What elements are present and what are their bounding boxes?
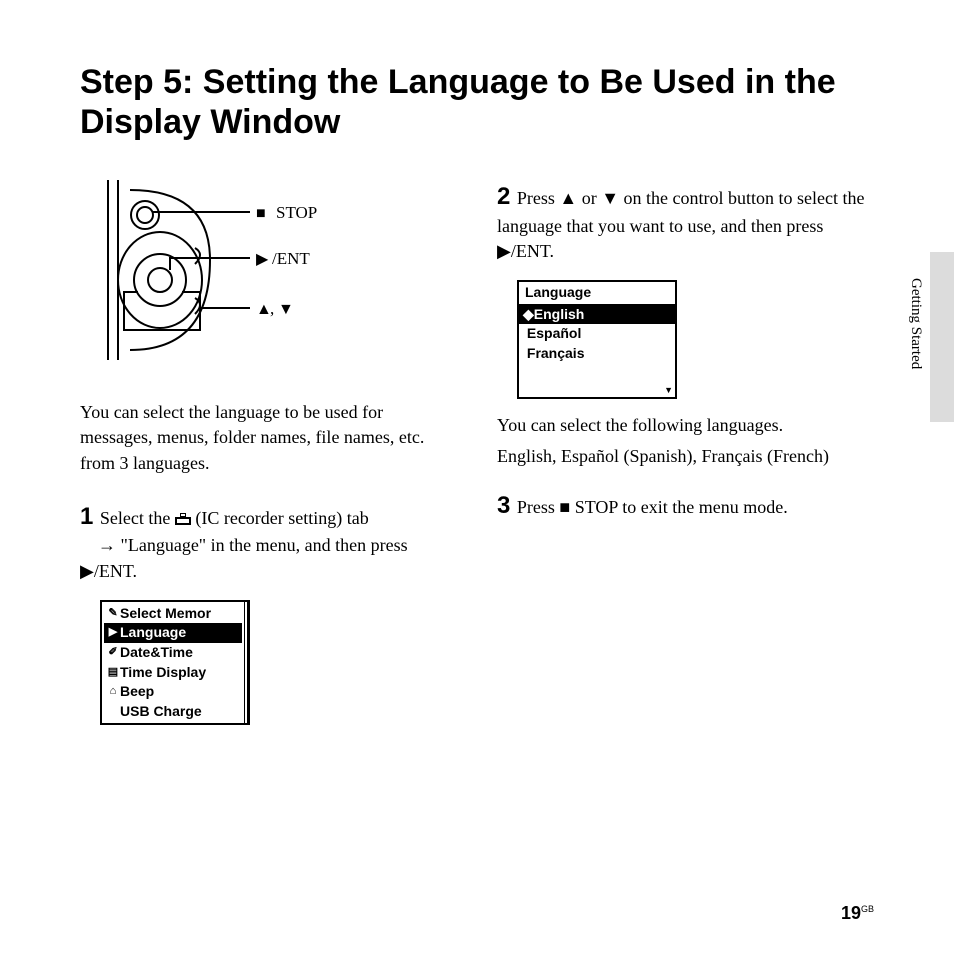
step-1-number: 1 (80, 503, 93, 530)
left-column: ■ STOP ▶ /ENT ▲ , ▼ You can select the l… (80, 180, 457, 739)
diagram-label-stop: STOP (276, 203, 317, 222)
menu-item-icon: ▶ (106, 625, 120, 640)
menu-item: ✐Date&Time (104, 643, 242, 663)
side-tab (930, 252, 954, 422)
page-number-value: 19 (841, 903, 861, 923)
lang-note-a: You can select the following languages. (497, 413, 874, 438)
language-option: Français (519, 344, 675, 364)
scroll-up-icon: ▲ (664, 305, 673, 318)
toolbox-icon (175, 508, 196, 528)
diagram-label-ent: /ENT (272, 249, 310, 268)
up-icon: ▲ (559, 188, 577, 208)
step-3: 3 Press ■ STOP to exit the menu mode. (497, 489, 874, 523)
manual-page: Step 5: Setting the Language to Be Used … (0, 0, 954, 954)
step-2-ent: /ENT. (511, 241, 554, 261)
menu-item: USB Charge (104, 702, 242, 722)
scroll-down-icon: ▼ (664, 384, 673, 397)
page-region: GB (861, 904, 874, 914)
step-3-text-a: Press (517, 497, 560, 517)
page-number: 19GB (841, 903, 874, 924)
right-column: 2 Press ▲ or ▼ on the control button to … (497, 180, 874, 739)
device-diagram: ■ STOP ▶ /ENT ▲ , ▼ (100, 180, 457, 360)
menu-item-label: Beep (120, 682, 154, 702)
menu-item-label: Time Display (120, 663, 206, 683)
menu-screen-1: ✎Select Memor▶Language✐Date&Time▤Time Di… (100, 600, 250, 726)
menu-item-label: USB Charge (120, 702, 202, 722)
menu-item-label: Select Memor (120, 604, 211, 624)
step-2-text-b: or (577, 188, 601, 208)
lang-note-b: English, Español (Spanish), Français (Fr… (497, 444, 874, 469)
section-label: Getting Started (907, 278, 924, 369)
menu-item-label: Date&Time (120, 643, 193, 663)
svg-text:▶: ▶ (256, 251, 269, 268)
menu-item-icon: ✎ (106, 606, 120, 621)
down-icon: ▼ (601, 188, 619, 208)
menu-item-label: Language (120, 623, 186, 643)
play-icon: ▶ (80, 561, 94, 581)
page-title: Step 5: Setting the Language to Be Used … (80, 62, 874, 142)
intro-text: You can select the language to be used f… (80, 400, 457, 476)
step-2-text-a: Press (517, 188, 560, 208)
language-option: Español (519, 324, 675, 344)
play-icon-2: ▶ (497, 241, 511, 261)
svg-text:▼: ▼ (278, 301, 294, 318)
menu-item-icon: ⌂ (106, 684, 120, 699)
menu-item: ▤Time Display (104, 663, 242, 683)
content-columns: ■ STOP ▶ /ENT ▲ , ▼ You can select the l… (80, 180, 874, 739)
step-1-ent: /ENT. (94, 561, 137, 581)
step-1-text-b: → "Language" in the menu, and then press (80, 535, 408, 555)
menu-2-header: Language (519, 282, 675, 305)
step-1: 1 Select the (IC recorder setting) tab →… (80, 500, 457, 584)
step-3-text-b: STOP to exit the menu mode. (570, 497, 788, 517)
step-1-icon-desc: (IC recorder setting) tab (195, 508, 368, 528)
svg-text:■: ■ (256, 205, 266, 222)
menu-item: ✎Select Memor (104, 604, 242, 624)
menu-item: ▶Language (104, 623, 242, 643)
step-2: 2 Press ▲ or ▼ on the control button to … (497, 180, 874, 264)
menu-screen-2: Language ▲ ▼ ◆English Español Français (517, 280, 677, 399)
stop-icon: ■ (559, 497, 570, 517)
language-option: ◆English (519, 305, 675, 325)
menu-item: ⌂Beep (104, 682, 242, 702)
diagram-label-updown: , (270, 299, 274, 318)
step-1-text-a: Select the (100, 508, 175, 528)
step-2-number: 2 (497, 183, 510, 210)
step-3-number: 3 (497, 492, 510, 519)
menu-item-icon: ▤ (106, 665, 120, 680)
menu-item-icon: ✐ (106, 645, 120, 660)
